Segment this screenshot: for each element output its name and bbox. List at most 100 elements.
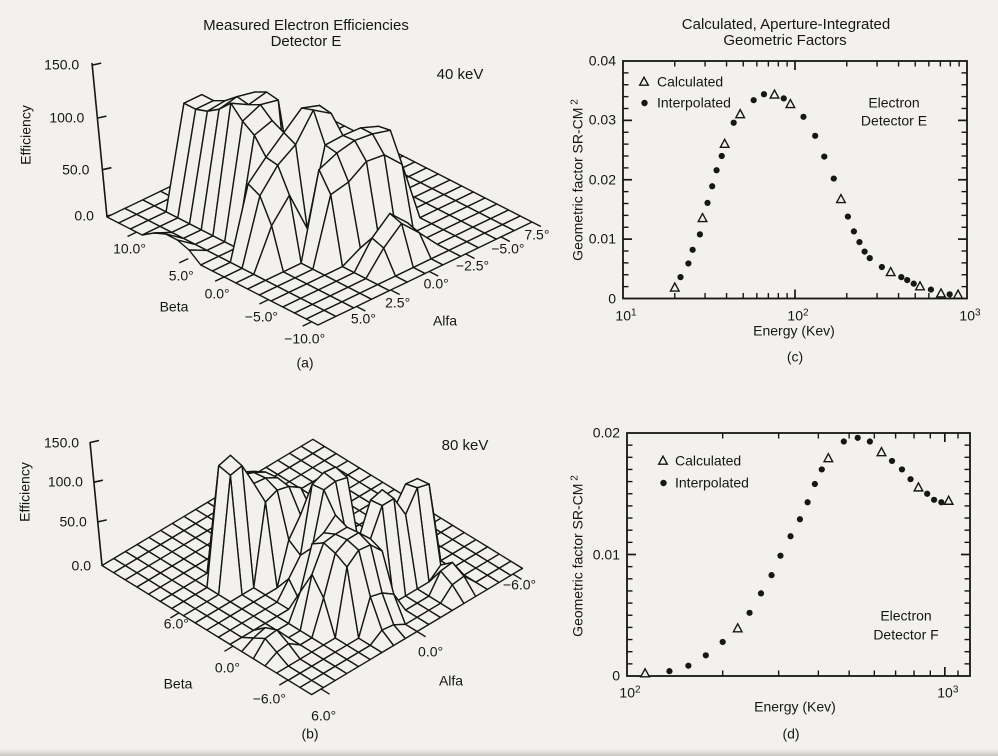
panel-a-alfa-tick-label: 5.0° (350, 310, 376, 327)
y-axis-title-exponent: 2 (569, 99, 581, 105)
y-axis-title-text: Geometric factor SR-CM (569, 107, 586, 261)
interpolated-point-marker (854, 434, 861, 441)
panel-a-z-tick-label: 0.0 (74, 207, 94, 224)
interpolated-point-marker (702, 652, 709, 659)
calculated-point-marker (719, 137, 731, 149)
panel-b-alfa-tick-label: 6.0° (311, 707, 337, 724)
interpolated-point-marker (760, 91, 768, 98)
panel-b-z-axis-line (89, 441, 103, 566)
calculated-point-marker (835, 193, 847, 204)
interpolated-point-marker (878, 263, 885, 271)
left-title-line2: Detector E (270, 33, 342, 51)
panel-a-alfa-tick-mark (465, 253, 475, 260)
interpolated-point-marker (856, 238, 863, 246)
y-axis-title-text: Geometric factor SR-CM (569, 483, 586, 637)
x-tick-exponent: 3 (975, 306, 981, 318)
panel-d-x-tick-label: 102 (619, 685, 640, 701)
panel-b-z-tick-mark (93, 479, 104, 483)
calculated-point-marker (734, 108, 746, 119)
interpolated-point-marker (696, 231, 704, 238)
panel-c-annotation-line1: Electron (868, 94, 920, 111)
interpolated-point-marker (713, 167, 720, 174)
panel-b-beta-axis-title: Beta (163, 675, 193, 692)
panel-b-beta-tick-mark (278, 679, 289, 686)
interpolated-point-marker (898, 466, 906, 473)
legend-triangle-icon (638, 75, 650, 86)
interpolated-point-marker (800, 113, 807, 120)
panel-a-alfa-tick-label: −5.0° (491, 241, 525, 258)
calculated-point-marker (639, 667, 651, 678)
interpolated-point-marker (777, 552, 784, 559)
interpolated-point-marker (821, 153, 828, 160)
panel-a-beta-tick-mark (178, 257, 189, 264)
panel-a-z-axis-title: Efficiency (17, 105, 34, 165)
calculated-point-marker (784, 98, 796, 109)
interpolated-point-marker (746, 609, 753, 616)
calculated-point-marker (912, 481, 924, 492)
x-tick-base: 10 (959, 306, 976, 323)
interpolated-point-marker (946, 291, 953, 298)
surface-cell (305, 309, 337, 326)
panel-a-z-tick-label: 100.0 (49, 109, 85, 126)
panel-a-beta-tick-mark (127, 231, 137, 238)
interpolated-point-marker (704, 199, 711, 207)
interpolated-point-marker (677, 274, 684, 281)
panel-a-caption: (a) (296, 354, 314, 371)
panel-a-alfa-tick-mark (428, 270, 439, 277)
panel-a-beta-tick-mark (214, 276, 225, 282)
panel-a-z-tick-label: 50.0 (62, 161, 90, 178)
right-title-line1: Calculated, Aperture-Integrated (681, 16, 891, 34)
legend-triangle-icon (657, 454, 669, 465)
x-tick-exponent: 2 (635, 684, 641, 696)
x-tick-exponent: 2 (803, 306, 809, 318)
panel-d-legend-calculated-label: Calculated (675, 452, 742, 469)
panel-c-y-tick-label: 0 (608, 290, 616, 307)
panel-a-alfa-corner-label: 7.5° (524, 226, 550, 243)
interpolated-point-marker (910, 280, 917, 287)
panel-a-beta-axis-title: Beta (159, 298, 189, 315)
interpolated-point-marker (907, 476, 914, 483)
panel-a-z-tick-mark (97, 115, 107, 119)
interpolated-point-marker (780, 95, 787, 102)
calculated-point-marker (822, 452, 834, 463)
calculated-point-marker (914, 280, 926, 291)
panel-a-beta-tick-label: 10.0° (113, 241, 146, 258)
interpolated-point-marker (685, 260, 692, 267)
interpolated-point-marker (757, 590, 765, 597)
panel-d-legend-interpolated-label: Interpolated (675, 474, 749, 491)
panel-d-annotation-line1: Electron (880, 607, 932, 624)
panel-d-y-axis-title: Geometric factor SR-CM 2 (569, 475, 586, 637)
interpolated-point-marker (787, 533, 794, 540)
x-tick-exponent: 3 (952, 684, 959, 696)
panel-a-beta-tick-mark (302, 321, 312, 327)
panel-c-x-tick-label: 102 (787, 306, 809, 324)
calculated-point-marker (697, 212, 709, 223)
panel-b-surface-mesh (101, 438, 524, 696)
y-axis-title-exponent: 2 (569, 475, 581, 481)
panel-b-alfa-tick-mark (512, 573, 522, 580)
calculated-point-marker (885, 266, 897, 277)
panel-b-beta-tick-mark (224, 645, 234, 652)
interpolated-point-marker (938, 499, 945, 506)
interpolated-point-marker (804, 499, 811, 506)
interpolated-point-marker (750, 97, 757, 104)
panel-a-z-tick-label: 150.0 (44, 56, 80, 73)
panel-d-caption: (d) (782, 725, 800, 742)
panel-d-x-tick-label: 103 (937, 685, 958, 701)
interpolated-point-marker (796, 516, 804, 523)
interpolated-point-marker (830, 175, 837, 182)
panel-c-x-axis-title: Energy (Kev) (753, 322, 835, 339)
panel-b-z-tick-label: 0.0 (71, 557, 91, 574)
panel-c-y-tick-label: 0.03 (588, 112, 616, 129)
interpolated-point-marker (888, 457, 896, 465)
x-tick-base: 10 (615, 306, 632, 323)
panel-b-beta-tick-mark (169, 612, 180, 619)
panel-d-annotation-line2: Detector F (873, 626, 939, 643)
panel-c-annotation-line2: Detector E (860, 112, 928, 129)
interpolated-point-marker (866, 255, 873, 262)
interpolated-point-marker (927, 286, 935, 293)
panel-b-z-tick-mark (89, 439, 100, 444)
interpolated-point-marker (719, 638, 726, 646)
panel-c-legend-calculated-label: Calculated (657, 73, 724, 90)
